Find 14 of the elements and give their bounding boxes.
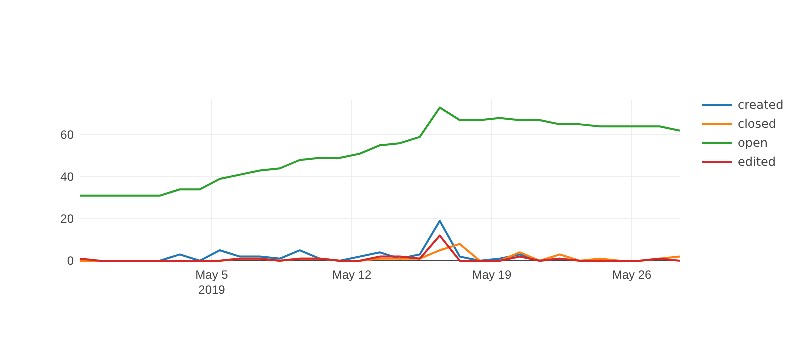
y-tick-label: 60	[60, 128, 74, 142]
line-series	[79, 234, 681, 262]
y-tick-label: 20	[60, 212, 74, 226]
legend-label: open	[738, 136, 768, 150]
line-series	[79, 106, 681, 197]
x-tick-label: May 5 2019	[196, 268, 229, 297]
x-tick-label: May 19	[472, 268, 512, 282]
legend-label: edited	[738, 155, 776, 170]
legend-label: closed	[738, 117, 777, 132]
x-tick-label: May 26	[612, 268, 652, 282]
legend-label: created	[738, 98, 784, 112]
y-tick-label: 40	[60, 170, 74, 184]
y-tick-label: 0	[67, 254, 74, 268]
x-tick-label: May 12	[332, 268, 372, 282]
